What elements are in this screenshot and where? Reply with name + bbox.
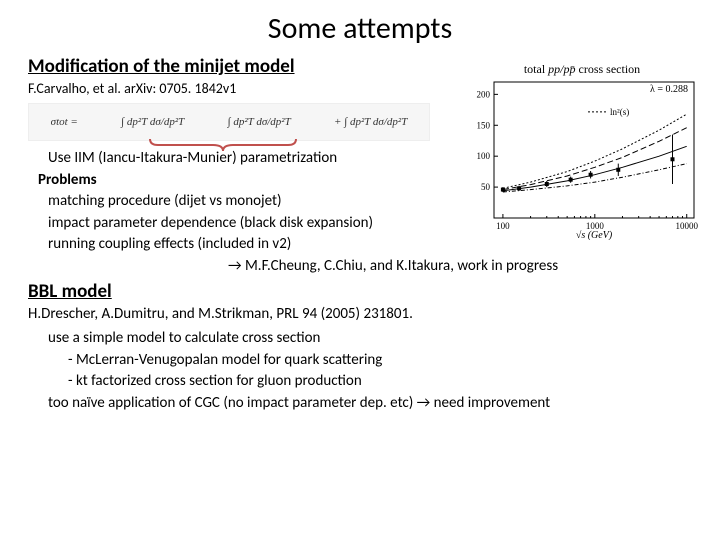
- cross-section-chart: total pp/pp̄ cross section λ = 0.288 50 1…: [462, 60, 702, 240]
- bbl-l2: - McLerran-Venugopalan model for quark s…: [28, 351, 692, 371]
- arrow-line: → M.F.Cheung, C.Chiu, and K.Itakura, wor…: [28, 257, 692, 277]
- formula-placeholder: σtot = ∫ dp²T dσ/dp²T ∫ dp²T dσ/dp²T + ∫…: [28, 103, 430, 141]
- chart-title: total pp/pp̄ cross section: [462, 62, 702, 77]
- bbl-l3: - kt factorized cross section for gluon …: [28, 372, 692, 392]
- svg-text:ln²(s): ln²(s): [610, 107, 629, 117]
- underbrace-icon: [148, 137, 298, 151]
- svg-text:50: 50: [481, 182, 491, 192]
- slide-title: Some attempts: [28, 10, 692, 47]
- section2-heading: BBL model: [28, 280, 692, 303]
- bbl-l1: use a simple model to calculate cross se…: [28, 329, 692, 349]
- svg-text:200: 200: [477, 89, 491, 99]
- svg-text:100: 100: [477, 151, 491, 161]
- svg-text:150: 150: [477, 120, 491, 130]
- svg-text:√s (GeV): √s (GeV): [576, 230, 613, 240]
- formula-region: σtot = ∫ dp²T dσ/dp²T ∫ dp²T dσ/dp²T + ∫…: [28, 103, 428, 147]
- svg-text:10000: 10000: [675, 221, 698, 231]
- bbl-l4: too naïve application of CGC (no impact …: [28, 394, 692, 414]
- section2-cite: H.Drescher, A.Dumitru, and M.Strikman, P…: [28, 305, 692, 323]
- svg-text:100: 100: [496, 221, 510, 231]
- chart-lambda-label: λ = 0.288: [650, 84, 688, 95]
